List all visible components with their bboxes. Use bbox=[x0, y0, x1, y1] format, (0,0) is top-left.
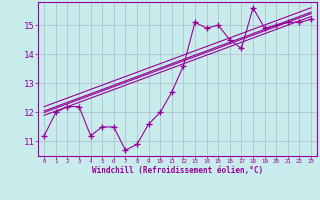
X-axis label: Windchill (Refroidissement éolien,°C): Windchill (Refroidissement éolien,°C) bbox=[92, 166, 263, 175]
